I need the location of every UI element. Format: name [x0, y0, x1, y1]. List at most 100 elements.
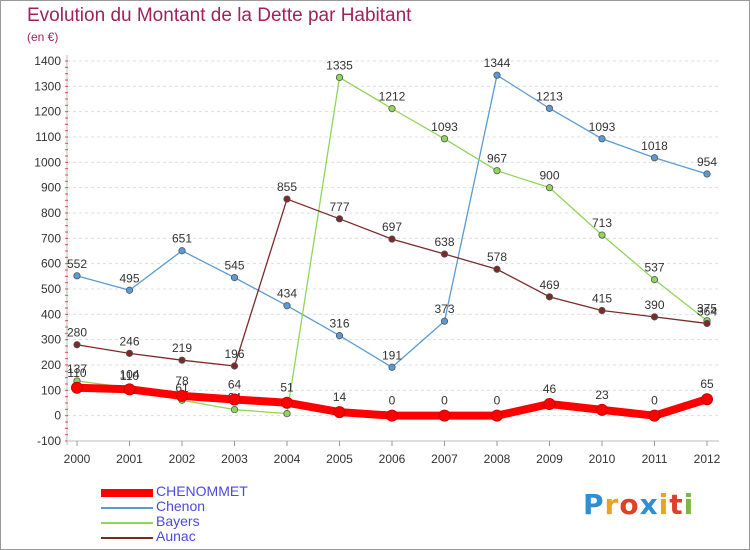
data-label-chenon: 1018: [641, 139, 668, 153]
y-tick-label: 400: [41, 307, 61, 321]
data-point-aunac: [440, 250, 449, 258]
data-label-chenon: 373: [434, 302, 454, 316]
data-label-bayers: 1093: [431, 120, 458, 134]
data-label-aunac: 364: [697, 304, 717, 318]
data-point-bayers: [388, 105, 396, 113]
legend-swatch: [101, 536, 153, 539]
data-point-chenon: [440, 317, 449, 325]
data-point-chenommet: [71, 381, 83, 394]
data-label-chenommet: 14: [333, 390, 347, 404]
legend-label: Bayers: [156, 513, 200, 529]
data-point-bayers: [440, 135, 449, 143]
data-point-bayers: [493, 167, 501, 175]
x-tick-label: 2009: [536, 452, 563, 466]
logo-letter: i: [658, 488, 670, 521]
legend-label: CHENOMMET: [156, 483, 248, 499]
x-tick-label: 2005: [326, 452, 353, 466]
logo-letter: t: [669, 488, 684, 521]
logo-letter: o: [619, 488, 640, 521]
data-label-chenommet: 65: [700, 377, 714, 391]
y-tick-label: 200: [41, 358, 61, 372]
data-point-bayers: [283, 410, 291, 418]
data-label-aunac: 697: [382, 220, 402, 234]
data-label-aunac: 390: [644, 298, 664, 312]
data-point-chenon: [493, 71, 501, 79]
data-point-chenommet: [491, 409, 503, 422]
x-tick-label: 2010: [589, 452, 616, 466]
legend-label: Chenon: [156, 498, 206, 514]
y-tick-label: 1000: [34, 155, 61, 169]
logo-letter: P: [583, 488, 605, 521]
x-tick-label: 2012: [694, 452, 721, 466]
logo-letter: r: [604, 488, 620, 521]
legend-swatch: [101, 521, 153, 524]
x-tick-label: 2001: [116, 452, 143, 466]
data-label-bayers: 537: [644, 261, 664, 275]
data-point-aunac: [230, 362, 239, 370]
data-label-chenon: 434: [277, 287, 297, 301]
data-point-chenommet: [281, 396, 293, 409]
data-label-aunac: 415: [592, 292, 612, 306]
data-label-chenon: 552: [67, 257, 87, 271]
data-label-chenommet: 23: [595, 388, 609, 402]
data-label-chenon: 1213: [536, 89, 563, 103]
legend-swatch: [101, 488, 153, 497]
data-point-chenon: [73, 272, 81, 280]
x-tick-label: 2000: [64, 452, 91, 466]
proxiti-logo: Proxiti: [583, 488, 694, 521]
data-point-chenommet: [701, 393, 713, 406]
y-tick-label: 700: [41, 231, 61, 245]
data-label-chenon: 651: [172, 232, 192, 246]
data-point-chenommet: [596, 403, 608, 416]
data-label-chenommet: 78: [175, 374, 189, 388]
y-tick-label: 1400: [34, 54, 61, 68]
x-tick-label: 2002: [169, 452, 196, 466]
data-label-chenon: 1344: [484, 56, 511, 70]
data-label-bayers: 1335: [326, 58, 353, 72]
data-label-chenon: 495: [119, 271, 139, 285]
data-point-chenon: [598, 135, 606, 143]
chart-title: Evolution du Montant de la Dette par Hab…: [27, 5, 412, 26]
data-point-chenommet: [123, 383, 136, 396]
data-point-chenon: [230, 273, 239, 282]
data-label-aunac: 280: [67, 326, 87, 340]
data-label-chenommet: 110: [67, 366, 86, 380]
data-point-chenommet: [648, 409, 661, 422]
data-point-aunac: [388, 235, 396, 243]
data-label-bayers: 375: [697, 302, 717, 316]
data-label-chenommet: 46: [543, 382, 557, 396]
y-tick-label: 1200: [34, 105, 61, 119]
data-point-chenommet: [438, 409, 451, 422]
data-point-aunac: [703, 319, 711, 328]
data-label-chenon: 191: [382, 348, 402, 362]
data-point-chenommet: [176, 389, 188, 402]
data-label-chenommet: 0: [494, 394, 501, 408]
legend-swatch: [101, 506, 153, 509]
data-label-aunac: 855: [277, 180, 297, 194]
legend-label: Aunac: [156, 528, 196, 544]
data-label-aunac: 196: [224, 347, 244, 361]
y-tick-label: 800: [41, 206, 61, 220]
plot-area: [67, 61, 719, 441]
data-label-chenon: 545: [224, 259, 244, 273]
data-point-chenon: [283, 302, 291, 310]
logo-letter: x: [639, 488, 659, 521]
data-point-aunac: [73, 341, 81, 349]
data-point-bayers: [230, 405, 239, 414]
data-point-chenommet: [386, 409, 398, 422]
data-point-chenon: [545, 104, 554, 112]
y-tick-label: 0: [54, 409, 61, 423]
data-label-chenommet: 64: [228, 377, 242, 391]
unit-label: (en €): [27, 30, 59, 44]
data-label-aunac: 578: [487, 250, 507, 264]
y-tick-label: 900: [41, 181, 61, 195]
x-tick-label: 2008: [484, 452, 511, 466]
y-tick-label: 500: [41, 282, 61, 296]
y-tick-label: 1100: [35, 130, 61, 144]
data-point-aunac: [650, 313, 659, 321]
data-point-bayers: [335, 73, 344, 82]
data-label-chenommet: 0: [389, 394, 396, 408]
data-point-chenon: [335, 332, 344, 340]
